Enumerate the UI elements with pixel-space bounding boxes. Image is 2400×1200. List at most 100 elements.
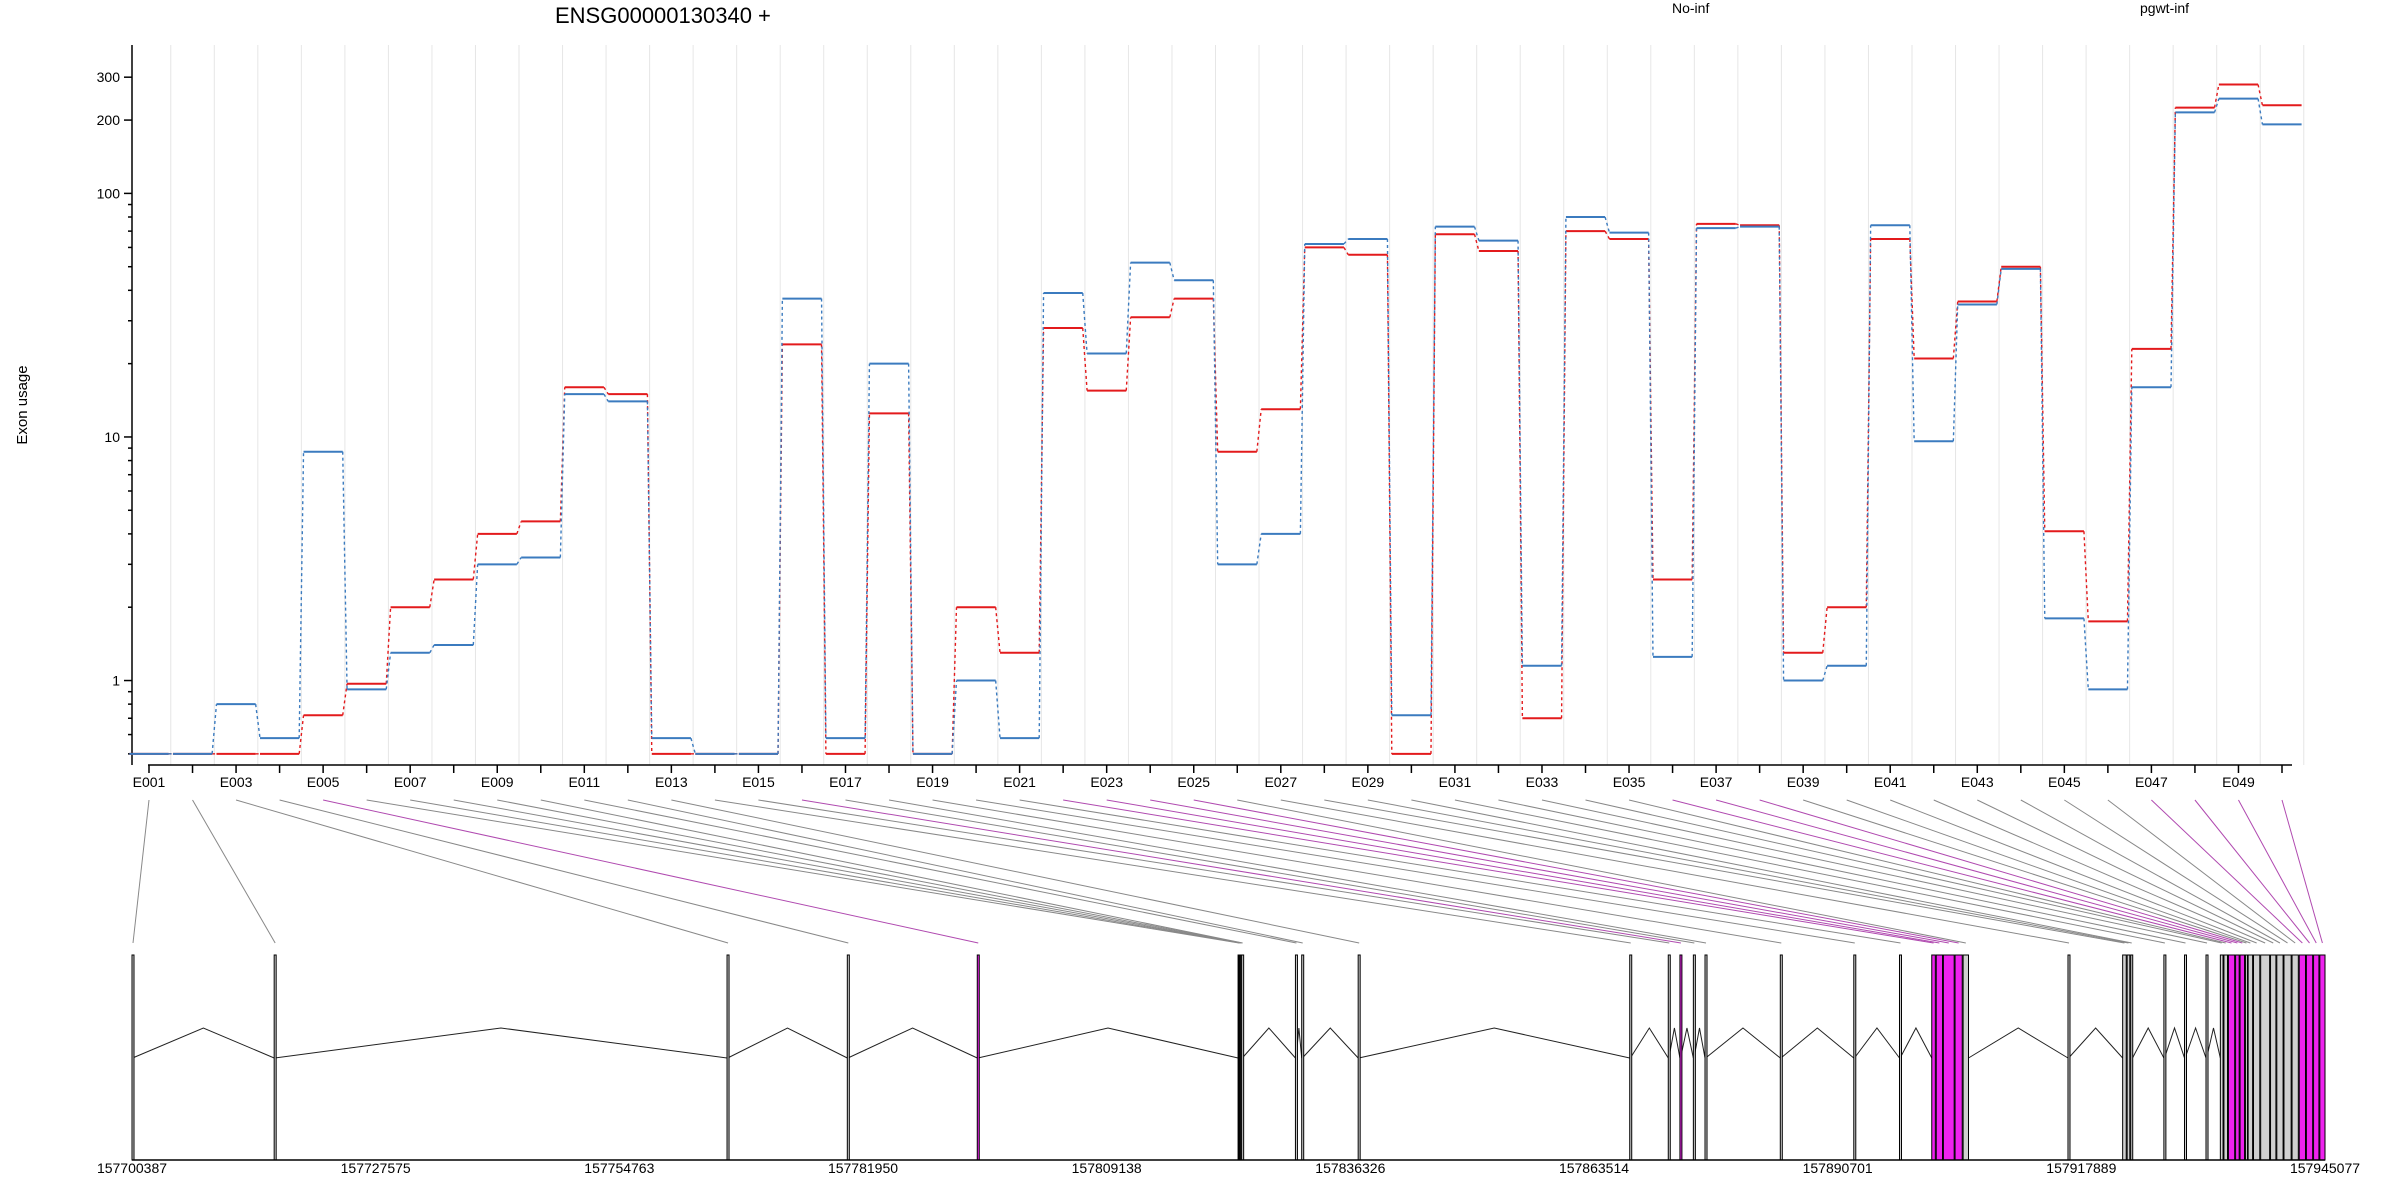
connector-pgwt-inf <box>777 298 784 754</box>
intron-4 <box>847 1027 978 1059</box>
map-line-e032 <box>1498 799 2186 944</box>
connector-no-inf <box>1343 247 1349 256</box>
exon-e050 <box>2319 954 2326 1161</box>
map-line-e033 <box>1541 799 2208 944</box>
y-tick-label-100: 100 <box>97 185 121 201</box>
exon-e012 <box>1301 954 1305 1161</box>
intron-32 <box>2184 1026 2207 1059</box>
x-tick-label-e049: E049 <box>2222 774 2255 790</box>
x-tick-label-e027: E027 <box>1264 774 1297 790</box>
connector-no-inf <box>2213 84 2220 108</box>
connector-pgwt-inf <box>2170 112 2177 388</box>
intron-10 <box>1241 1027 1296 1059</box>
connector-no-inf <box>1256 409 1262 452</box>
map-line-e014 <box>714 799 1631 944</box>
x-tick-label-e043: E043 <box>1961 774 1994 790</box>
exon-e003 <box>726 954 730 1161</box>
x-tick-label-e033: E033 <box>1526 774 1559 790</box>
intron-26 <box>1968 1027 2069 1059</box>
exon-e013 <box>1357 954 1361 1161</box>
connector-no-inf <box>994 607 1001 653</box>
map-line-e003 <box>235 799 729 944</box>
connector-pgwt-inf <box>1647 232 1654 657</box>
connector-pgwt-inf <box>2213 98 2220 113</box>
map-line-e050 <box>2281 799 2323 944</box>
series-lines <box>129 83 2302 755</box>
map-line-e028 <box>1324 799 2125 944</box>
map-line-e007 <box>410 799 1241 944</box>
x-tick-label-e047: E047 <box>2135 774 2168 790</box>
exon-e005 <box>976 954 980 1161</box>
exon-e018 <box>1704 954 1708 1161</box>
connector-pgwt-inf <box>994 680 1001 739</box>
exon-e029 <box>2126 954 2131 1161</box>
connector-pgwt-inf <box>472 564 479 645</box>
x-tick-label-e029: E029 <box>1352 774 1385 790</box>
connector-no-inf <box>516 521 522 535</box>
connector-pgwt-inf <box>429 644 435 654</box>
x-tick-label-e001: E001 <box>133 774 166 790</box>
coordinate-label-157890701: 157890701 <box>1803 1160 1873 1176</box>
exon-e046 <box>2291 954 2299 1161</box>
exon-e026 <box>1962 954 1970 1161</box>
legend-no-inf: No-inf <box>1672 0 1709 16</box>
map-line-e002 <box>192 799 276 944</box>
exon-e017 <box>1692 954 1696 1161</box>
series-pgwt-inf <box>129 97 2302 755</box>
map-line-e001 <box>132 799 150 944</box>
connector-pgwt-inf <box>690 737 696 755</box>
connector-no-inf <box>385 607 392 684</box>
exon-e025 <box>1954 954 1963 1161</box>
connector-pgwt-inf <box>2126 387 2133 690</box>
connector-pgwt-inf <box>2039 268 2046 619</box>
exon-e032 <box>2183 954 2187 1161</box>
intron-33 <box>2206 1027 2221 1059</box>
x-tick-label-e011: E011 <box>568 774 600 790</box>
exon-e034 <box>2219 954 2224 1161</box>
x-tick-label-e019: E019 <box>916 774 949 790</box>
map-line-e017 <box>845 799 1695 944</box>
x-tick-label-e023: E023 <box>1090 774 1123 790</box>
x-tick-label-e013: E013 <box>655 774 688 790</box>
x-tick-label-e041: E041 <box>1874 774 1907 790</box>
x-tick-label-e003: E003 <box>220 774 253 790</box>
map-line-e049 <box>2238 799 2317 944</box>
connector-pgwt-inf <box>1778 226 1785 681</box>
connector-pgwt-inf <box>864 363 871 739</box>
y-tick-label-200: 200 <box>97 112 121 128</box>
map-line-e030 <box>1411 799 2132 944</box>
exon-e027 <box>2067 954 2071 1161</box>
exon-e021 <box>1898 954 1902 1161</box>
coordinate-label-157781950: 157781950 <box>828 1160 898 1176</box>
exon-e023 <box>1935 954 1944 1161</box>
exon-e037 <box>2235 954 2240 1161</box>
intron-31 <box>2164 1026 2185 1059</box>
x-tick-label-e035: E035 <box>1613 774 1646 790</box>
map-line-e023 <box>1106 799 1940 944</box>
connector-no-inf <box>1822 607 1828 653</box>
exon-e010 <box>1241 954 1245 1161</box>
connector-no-inf <box>2170 107 2177 349</box>
intron-12 <box>1301 1027 1359 1059</box>
intron-27 <box>2068 1027 2124 1059</box>
map-line-e046 <box>2107 799 2296 944</box>
x-tick-label-e045: E045 <box>2048 774 2081 790</box>
connector-pgwt-inf <box>516 557 522 565</box>
intron-20 <box>1854 1027 1900 1059</box>
chart-title: ENSG00000130340 + <box>555 3 771 28</box>
connector-pgwt-inf <box>1256 533 1262 565</box>
exon-e044 <box>2276 954 2284 1161</box>
grid <box>170 45 2305 765</box>
exon-e036 <box>2227 954 2236 1161</box>
map-line-e009 <box>497 799 1242 944</box>
exon-e024 <box>1942 954 1955 1161</box>
connector-pgwt-inf <box>1735 226 1741 229</box>
exon-e035 <box>2223 954 2229 1161</box>
map-line-e012 <box>627 799 1303 944</box>
exon-e015 <box>1667 954 1671 1161</box>
map-line-e004 <box>279 799 849 944</box>
connector-pgwt-inf <box>1909 225 1915 442</box>
connector-pgwt-inf <box>1865 225 1872 666</box>
intron-13 <box>1358 1027 1630 1059</box>
connector-no-inf <box>1082 328 1088 391</box>
